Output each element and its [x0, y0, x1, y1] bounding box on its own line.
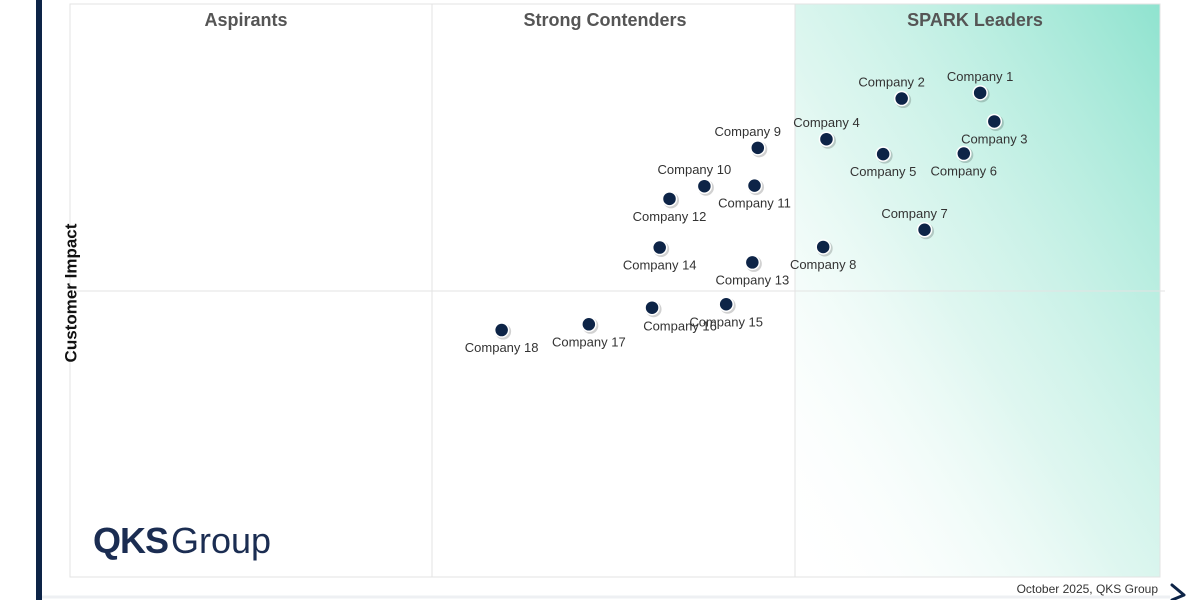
point-label-company-3: Company 3 [961, 131, 1027, 146]
point-company-17[interactable] [581, 316, 597, 333]
logo-regular-text: Group [171, 520, 272, 561]
point-label-company-8: Company 8 [790, 257, 856, 272]
point-company-4[interactable] [818, 131, 835, 147]
point-company-7[interactable] [916, 222, 933, 238]
logo-bold-text: QKS [93, 520, 169, 561]
point-company-3[interactable] [986, 113, 1003, 130]
point-label-company-18: Company 18 [465, 340, 539, 355]
point-label-company-11: Company 11 [718, 196, 791, 211]
point-label-company-4: Company 4 [793, 115, 859, 130]
point-label-company-5: Company 5 [850, 164, 916, 179]
point-label-company-10: Company 10 [658, 162, 732, 177]
point-company-2[interactable] [893, 90, 910, 107]
point-company-10[interactable] [696, 178, 713, 194]
point-company-13[interactable] [744, 254, 761, 271]
point-company-5[interactable] [875, 146, 891, 162]
point-label-company-13: Company 13 [715, 272, 789, 287]
y-axis-label: Customer Impact [61, 223, 81, 363]
point-label-company-12: Company 12 [633, 209, 707, 224]
point-company-11[interactable] [746, 177, 763, 194]
y-axis-bar [36, 0, 42, 600]
footer-credit: October 2025, QKS Group [1016, 582, 1158, 596]
point-label-company-16: Company 16 [643, 319, 717, 334]
point-company-6[interactable] [956, 145, 972, 162]
point-company-14[interactable] [651, 239, 668, 256]
point-label-company-17: Company 17 [552, 334, 626, 349]
point-company-1[interactable] [972, 85, 988, 101]
quadrant-title-aspirants: Aspirants [204, 10, 287, 30]
point-label-company-2: Company 2 [858, 75, 924, 90]
x-axis-arrow-icon [1170, 583, 1186, 600]
point-company-18[interactable] [493, 322, 510, 338]
point-company-16[interactable] [644, 299, 660, 316]
point-label-company-1: Company 1 [947, 69, 1013, 84]
points-layer: Company 1 Company 2 Company 3 Company 4 Comp… [465, 69, 1028, 355]
point-company-15[interactable] [718, 296, 734, 313]
point-label-company-14: Company 14 [623, 258, 697, 273]
point-label-company-15: Company 15 [689, 314, 763, 329]
point-company-9[interactable] [750, 140, 766, 156]
point-label-company-7: Company 7 [881, 206, 947, 221]
quadrant-title-strong-contenders: Strong Contenders [523, 10, 686, 30]
point-company-12[interactable] [661, 191, 678, 207]
point-label-company-6: Company 6 [931, 164, 997, 179]
quadrant-title-spark-leaders: SPARK Leaders [907, 10, 1043, 30]
point-label-company-9: Company 9 [715, 124, 781, 139]
qks-group-logo: QKSGroup [93, 520, 271, 562]
point-company-8[interactable] [815, 239, 831, 255]
